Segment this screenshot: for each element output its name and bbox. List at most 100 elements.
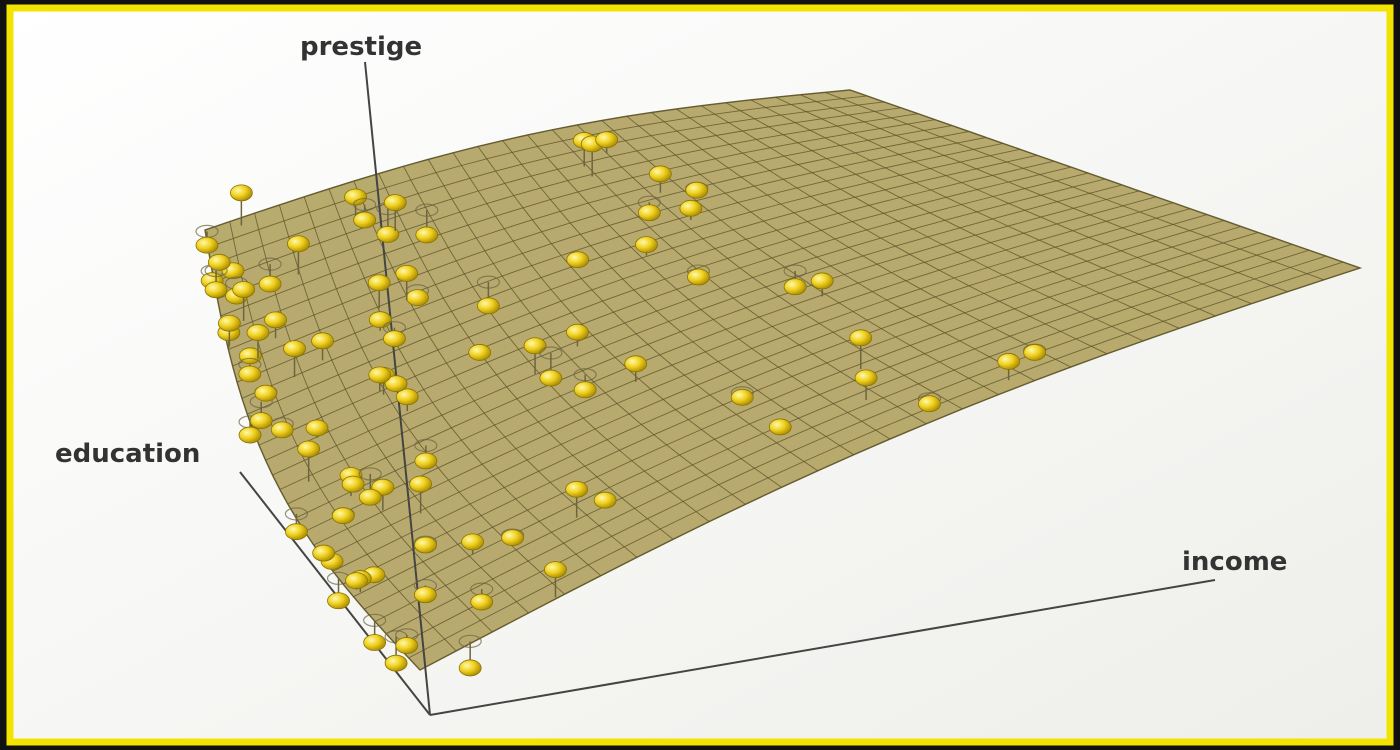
data-point [376, 225, 400, 243]
mesh-line [228, 131, 970, 350]
data-point [768, 418, 792, 436]
data-point [470, 593, 494, 611]
data-point [679, 199, 703, 217]
data-point [1023, 344, 1047, 361]
mesh-line [220, 119, 936, 317]
data-point [395, 265, 419, 282]
data-point [849, 329, 873, 347]
data-point [476, 297, 500, 315]
prestige-label: prestige [300, 32, 422, 62]
data-point [406, 289, 429, 307]
data-point [565, 480, 589, 498]
point-shadow [353, 197, 377, 212]
data-point [383, 330, 406, 348]
income-axis [429, 579, 1216, 716]
data-point [384, 375, 408, 393]
data-point [367, 274, 391, 292]
data-points [195, 131, 1047, 677]
data-point [264, 311, 287, 329]
data-point [918, 395, 941, 413]
data-point [783, 278, 807, 296]
data-point [415, 226, 439, 244]
data-point [685, 181, 709, 199]
mesh-line [204, 89, 851, 231]
data-point [409, 475, 433, 493]
point-shadow [258, 257, 282, 271]
data-point [238, 365, 262, 383]
data-point [468, 344, 492, 361]
mesh-line [241, 148, 1021, 399]
data-point [413, 586, 437, 604]
data-point [539, 369, 563, 387]
data-point [368, 311, 392, 329]
mesh-line [210, 101, 885, 265]
data-point [384, 654, 408, 672]
data-point [270, 421, 294, 439]
data-point [544, 561, 567, 579]
mesh-line [342, 226, 1242, 585]
data-point [854, 369, 878, 387]
data-point [341, 475, 365, 493]
point-shadow [476, 275, 500, 289]
mesh-line [232, 137, 987, 367]
data-point [458, 659, 482, 677]
mesh-line [385, 249, 1310, 635]
data-point [461, 533, 485, 551]
data-point [204, 281, 228, 299]
data-point [637, 204, 661, 222]
mesh-line [322, 214, 1208, 559]
data-point [501, 529, 524, 547]
data-point [312, 544, 336, 562]
data-point [997, 353, 1021, 370]
data-point [344, 188, 367, 206]
mesh-line [217, 113, 919, 300]
mesh-line [272, 178, 1106, 476]
point-shadow [414, 438, 438, 453]
mesh-line [408, 261, 1344, 659]
data-point [207, 253, 231, 271]
point-shadow [415, 203, 439, 217]
data-point [573, 381, 597, 399]
data-point [624, 355, 648, 373]
point-shadow [783, 264, 807, 278]
data-point [258, 275, 282, 293]
data-point [363, 634, 387, 651]
data-point [232, 281, 256, 298]
point-shadow [358, 467, 382, 481]
mesh-line [374, 243, 1293, 622]
mesh-line [247, 154, 1038, 415]
data-point [810, 272, 834, 290]
data-point [566, 251, 590, 269]
data-point [395, 637, 419, 654]
mesh-line [295, 196, 1157, 519]
data-point [254, 384, 278, 402]
data-point [595, 131, 619, 149]
mesh-line [313, 208, 1191, 546]
mesh-line [287, 190, 1140, 505]
data-point [635, 236, 658, 254]
income-label: income [1182, 547, 1287, 577]
point-shadow [539, 346, 563, 360]
mesh-line [213, 107, 902, 283]
data-point [305, 419, 329, 437]
data-point [327, 592, 350, 610]
point-shadow [284, 507, 309, 521]
data-point [353, 211, 377, 229]
data-point [246, 324, 270, 341]
data-point [195, 236, 219, 254]
education-label: education [55, 439, 200, 469]
data-point [249, 412, 273, 429]
data-point [238, 426, 262, 444]
point-shadow [573, 368, 597, 382]
data-point [297, 440, 321, 458]
data-point [217, 314, 241, 332]
data-point [287, 235, 310, 253]
data-point [593, 491, 617, 509]
data-point [285, 523, 308, 541]
mesh-line [304, 202, 1174, 532]
data-point [368, 366, 392, 384]
point-shadow [458, 634, 482, 648]
data-point [311, 332, 334, 350]
